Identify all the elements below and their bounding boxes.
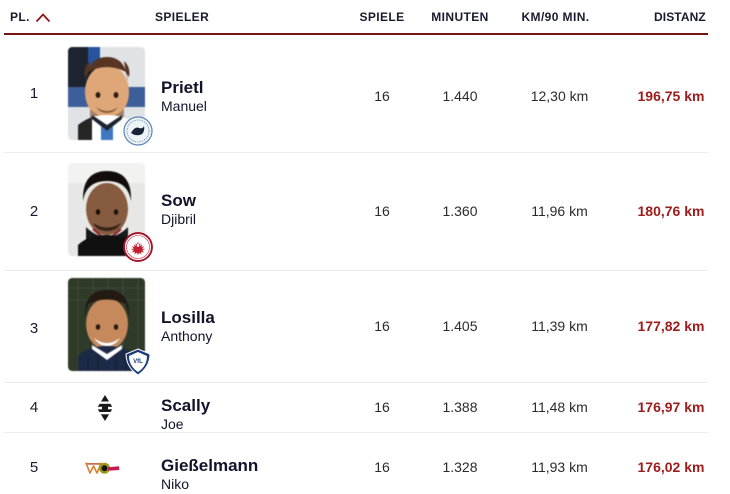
svg-text:VfL: VfL xyxy=(133,359,143,365)
